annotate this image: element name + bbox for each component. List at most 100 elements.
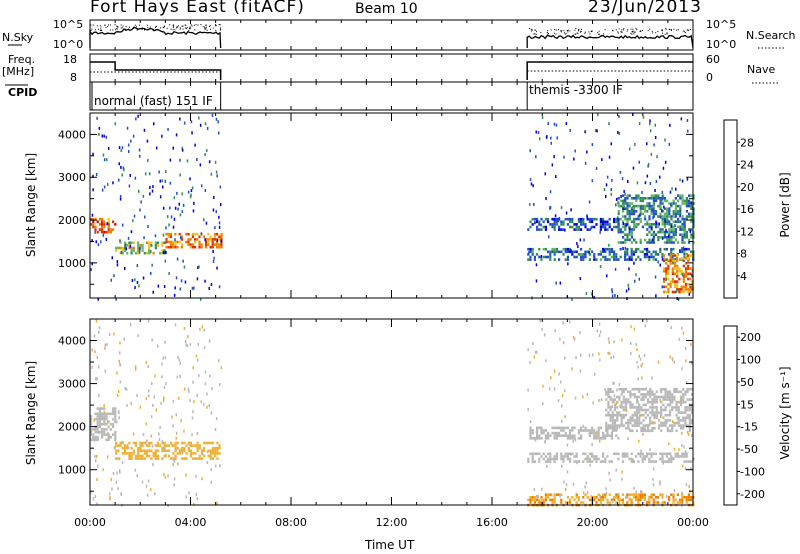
velocity-heatmap-cell xyxy=(606,434,609,437)
power-heatmap-cell xyxy=(682,285,685,289)
power-heatmap-noise xyxy=(118,162,120,166)
power-heatmap-noise xyxy=(179,287,182,291)
power-heatmap-cell xyxy=(191,235,194,239)
velocity-heatmap-cell xyxy=(540,496,543,499)
power-heatmap-cell xyxy=(595,217,598,221)
power-heatmap-cell xyxy=(668,253,671,256)
power-heatmap-cell xyxy=(670,217,673,221)
velocity-heatmap-noise xyxy=(566,443,569,447)
velocity-heatmap-noise xyxy=(540,499,543,503)
velocity-heatmap-cell xyxy=(115,444,118,447)
velocity-heatmap-cell xyxy=(676,455,679,458)
power-heatmap-cell xyxy=(529,220,532,224)
velocity-heatmap-cell xyxy=(609,395,612,399)
velocity-heatmap-cell xyxy=(690,460,693,463)
velocity-heatmap-cell xyxy=(529,434,532,437)
velocity-heatmap-cell xyxy=(664,387,667,391)
power-heatmap-noise xyxy=(687,129,689,133)
power-heatmap-cell xyxy=(98,228,101,231)
velocity-heatmap-cell xyxy=(616,424,619,427)
velocity-heatmap-cell xyxy=(671,406,674,409)
velocity-heatmap-cell xyxy=(677,421,680,425)
velocity-heatmap-cell xyxy=(560,493,563,496)
velocity-heatmap-cell xyxy=(671,424,674,427)
power-heatmap-noise xyxy=(661,209,663,213)
velocity-heatmap-cell xyxy=(631,429,634,433)
power-heatmap-cell xyxy=(671,280,674,283)
velocity-heatmap-noise xyxy=(598,399,600,402)
velocity-heatmap-cell xyxy=(635,395,639,399)
power-heatmap-cell xyxy=(126,251,129,255)
velocity-heatmap-cell xyxy=(662,387,665,391)
velocity-heatmap-cell xyxy=(673,395,676,399)
power-heatmap-cell xyxy=(628,255,631,259)
power-heatmap-cell xyxy=(624,241,627,244)
velocity-heatmap-noise xyxy=(95,319,98,323)
velocity-heatmap-noise xyxy=(151,338,153,342)
velocity-heatmap-cell xyxy=(618,413,621,417)
power-heatmap-noise xyxy=(131,279,134,282)
velocity-heatmap-cell xyxy=(686,390,689,394)
velocity-heatmap-cell xyxy=(529,498,532,502)
power-heatmap-noise xyxy=(178,202,180,206)
velocity-heatmap-cell xyxy=(533,460,536,463)
velocity-heatmap-cell xyxy=(591,460,594,463)
power-heatmap-cell xyxy=(665,272,668,276)
power-heatmap-noise xyxy=(213,195,215,199)
velocity-heatmap-noise xyxy=(589,463,591,467)
power-heatmap-cell xyxy=(684,267,688,270)
velocity-heatmap-cell xyxy=(673,390,676,394)
velocity-heatmap-cell xyxy=(624,400,628,404)
power-heatmap-cell xyxy=(566,223,569,226)
power-heatmap-cell xyxy=(220,238,223,241)
velocity-heatmap-noise xyxy=(192,410,194,414)
power-heatmap-cell xyxy=(617,204,620,208)
velocity-heatmap-cell xyxy=(547,434,550,437)
power-heatmap-cell xyxy=(685,236,688,239)
velocity-heatmap-cell xyxy=(156,441,160,445)
velocity-heatmap-cell xyxy=(640,421,643,425)
velocity-heatmap-cell xyxy=(609,426,612,430)
power-heatmap-noise xyxy=(136,280,139,284)
power-heatmap-noise xyxy=(622,222,624,226)
velocity-heatmap-cell xyxy=(627,398,630,401)
velocity-heatmap-cell xyxy=(527,457,530,461)
velocity-heatmap-cell xyxy=(103,415,106,418)
power-heatmap-noise xyxy=(529,149,531,153)
power-heatmap-cell xyxy=(628,212,631,216)
power-heatmap-cell xyxy=(544,228,547,231)
velocity-heatmap-noise xyxy=(542,384,544,388)
velocity-heatmap-cell xyxy=(597,498,600,502)
power-heatmap-cell xyxy=(657,238,660,242)
velocity-heatmap-cell xyxy=(602,434,605,437)
power-heatmap-cell xyxy=(207,243,210,246)
power-heatmap-cell xyxy=(105,230,108,234)
velocity-heatmap-cell xyxy=(627,400,630,404)
nsearch-point xyxy=(155,29,157,31)
velocity-heatmap-cell xyxy=(635,419,639,422)
power-heatmap-cell xyxy=(669,280,672,283)
power-heatmap-cell xyxy=(595,258,598,261)
x-tick-label: 00:00 xyxy=(74,516,106,529)
power-heatmap-cell xyxy=(661,223,664,226)
nsearch-point xyxy=(138,24,140,26)
power-heatmap-cell xyxy=(185,232,188,236)
power-heatmap-cell xyxy=(652,255,655,259)
power-heatmap-noise xyxy=(675,187,677,191)
velocity-heatmap-noise xyxy=(596,329,598,333)
velocity-heatmap-noise xyxy=(123,337,125,341)
velocity-heatmap-cell xyxy=(681,501,684,504)
power-heatmap-cell xyxy=(573,228,576,231)
velocity-heatmap-cell xyxy=(207,449,210,453)
power-heatmap-cell xyxy=(213,235,216,239)
power-heatmap-cell xyxy=(684,256,688,260)
velocity-heatmap-cell xyxy=(606,429,609,432)
nsearch-point xyxy=(115,28,117,30)
velocity-heatmap-noise xyxy=(616,388,618,392)
power-heatmap-cell xyxy=(635,225,638,229)
power-heatmap-cell xyxy=(566,258,569,261)
velocity-heatmap-noise xyxy=(640,449,642,453)
power-heatmap-cell xyxy=(626,212,629,216)
nsearch-point xyxy=(104,24,106,26)
nsearch-point xyxy=(603,33,605,35)
